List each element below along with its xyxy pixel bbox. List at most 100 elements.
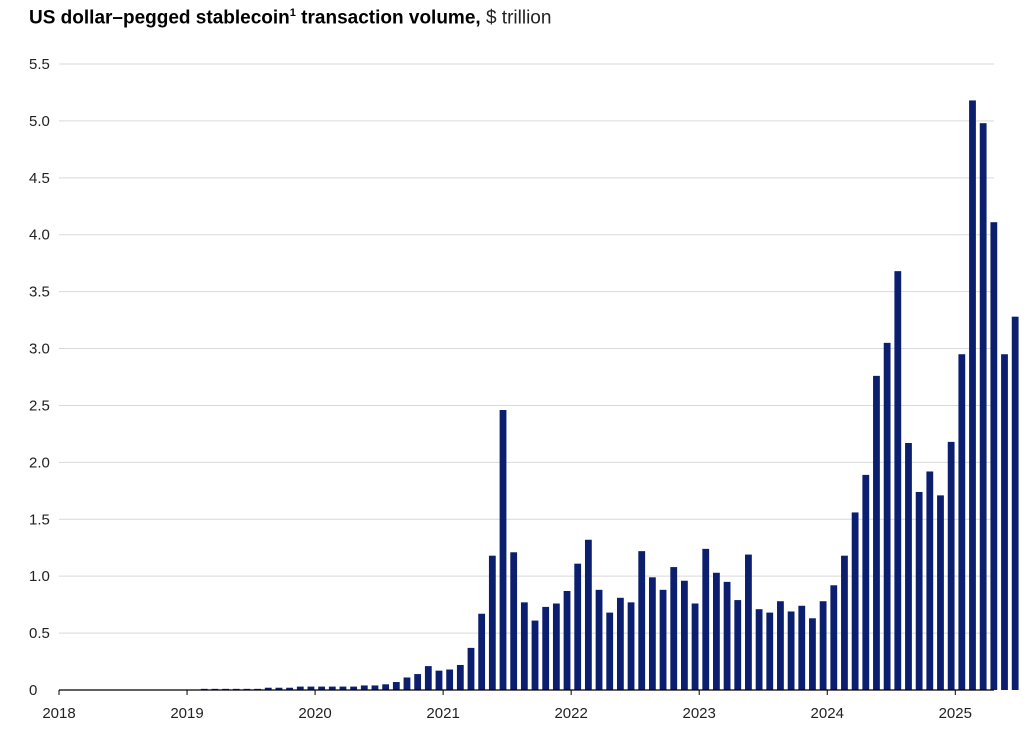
bar — [424, 666, 432, 690]
bar — [691, 603, 699, 690]
bar — [798, 605, 806, 690]
bar — [809, 618, 816, 690]
chart-title: US dollar–pegged stablecoin1 transaction… — [29, 7, 551, 29]
x-tick-label: 2024 — [811, 705, 844, 722]
bar — [830, 585, 838, 690]
bar — [339, 686, 347, 690]
bar — [713, 572, 720, 690]
bar — [873, 375, 880, 690]
bar — [574, 563, 582, 690]
bar — [755, 609, 763, 690]
y-tick-label: 1.5 — [29, 511, 50, 528]
bar — [552, 603, 560, 690]
bar — [542, 606, 550, 690]
bar — [883, 342, 891, 690]
bar — [723, 581, 731, 690]
bar — [1001, 354, 1008, 690]
x-axis-labels: 2018 2019 2020 2021 2022 2023 2024 2025 — [42, 705, 972, 722]
bar — [659, 589, 667, 690]
bar — [734, 600, 742, 690]
bar — [563, 590, 571, 690]
bar — [969, 100, 976, 691]
bar — [979, 123, 987, 690]
bar — [286, 687, 293, 690]
bar — [648, 577, 656, 690]
bar — [595, 589, 603, 690]
bar — [360, 685, 368, 690]
bar — [1011, 316, 1019, 690]
bar — [616, 597, 624, 690]
bar — [851, 512, 859, 690]
bar — [382, 684, 390, 690]
title-footnote-marker: 1 — [289, 7, 296, 19]
bar — [745, 554, 752, 690]
bar — [467, 647, 475, 690]
y-axis-labels: 0 0.5 1.0 1.5 2.0 2.5 3.0 3.5 4.0 4.5 5.0 5.5 — [29, 56, 50, 699]
y-tick-label: 4.5 — [29, 170, 50, 187]
bar — [841, 555, 848, 690]
bar — [894, 271, 902, 690]
bar — [318, 686, 326, 690]
bar — [990, 222, 998, 690]
bars — [200, 100, 1019, 691]
x-axis — [58, 689, 994, 695]
bar — [926, 471, 934, 690]
y-tick-label: 3.5 — [29, 284, 50, 301]
bar — [670, 567, 678, 690]
bar — [307, 686, 315, 690]
bar — [392, 682, 400, 690]
bar — [915, 491, 923, 690]
bar — [766, 612, 774, 690]
bar — [414, 674, 422, 690]
y-tick-label: 1.0 — [29, 568, 50, 585]
bar — [488, 555, 496, 690]
gridlines — [59, 63, 994, 634]
y-tick-label: 0.5 — [29, 625, 50, 642]
title-rest: transaction volume, — [295, 7, 481, 29]
bar — [862, 474, 870, 690]
bar — [403, 677, 411, 690]
bar — [520, 602, 528, 690]
bar — [702, 548, 710, 690]
y-tick-label: 5.0 — [29, 113, 50, 130]
bar — [627, 602, 635, 690]
bar — [371, 685, 379, 690]
bar — [275, 687, 283, 690]
bar — [446, 669, 454, 690]
bar — [296, 686, 304, 690]
y-tick-label: 0 — [29, 682, 37, 699]
bar — [638, 551, 646, 690]
bar — [947, 441, 955, 690]
bar — [606, 612, 614, 690]
bar — [510, 552, 518, 690]
bar — [456, 664, 464, 690]
bar — [958, 354, 966, 690]
x-tick-label: 2019 — [170, 705, 203, 722]
y-tick-label: 5.5 — [29, 56, 50, 73]
bar — [328, 686, 336, 690]
bar — [264, 687, 272, 690]
title-main: US dollar–pegged stablecoin — [29, 7, 290, 29]
bar — [478, 613, 486, 690]
y-tick-label: 4.0 — [29, 227, 50, 244]
bar — [819, 601, 827, 690]
bar — [787, 611, 795, 690]
bar — [681, 580, 688, 690]
x-tick-label: 2018 — [42, 705, 75, 722]
bar — [499, 410, 507, 690]
x-tick-label: 2022 — [554, 705, 587, 722]
bar — [584, 539, 592, 690]
bar — [937, 495, 944, 690]
bar — [531, 620, 539, 690]
x-tick-label: 2023 — [683, 705, 716, 722]
bar — [777, 601, 784, 690]
x-tick-label: 2020 — [298, 705, 331, 722]
y-tick-label: 2.5 — [29, 397, 50, 414]
bar — [435, 670, 443, 690]
x-tick-label: 2025 — [939, 705, 972, 722]
title-unit: $ trillion — [480, 7, 552, 29]
y-tick-label: 2.0 — [29, 454, 50, 471]
bar — [350, 686, 358, 690]
bar — [905, 443, 912, 690]
